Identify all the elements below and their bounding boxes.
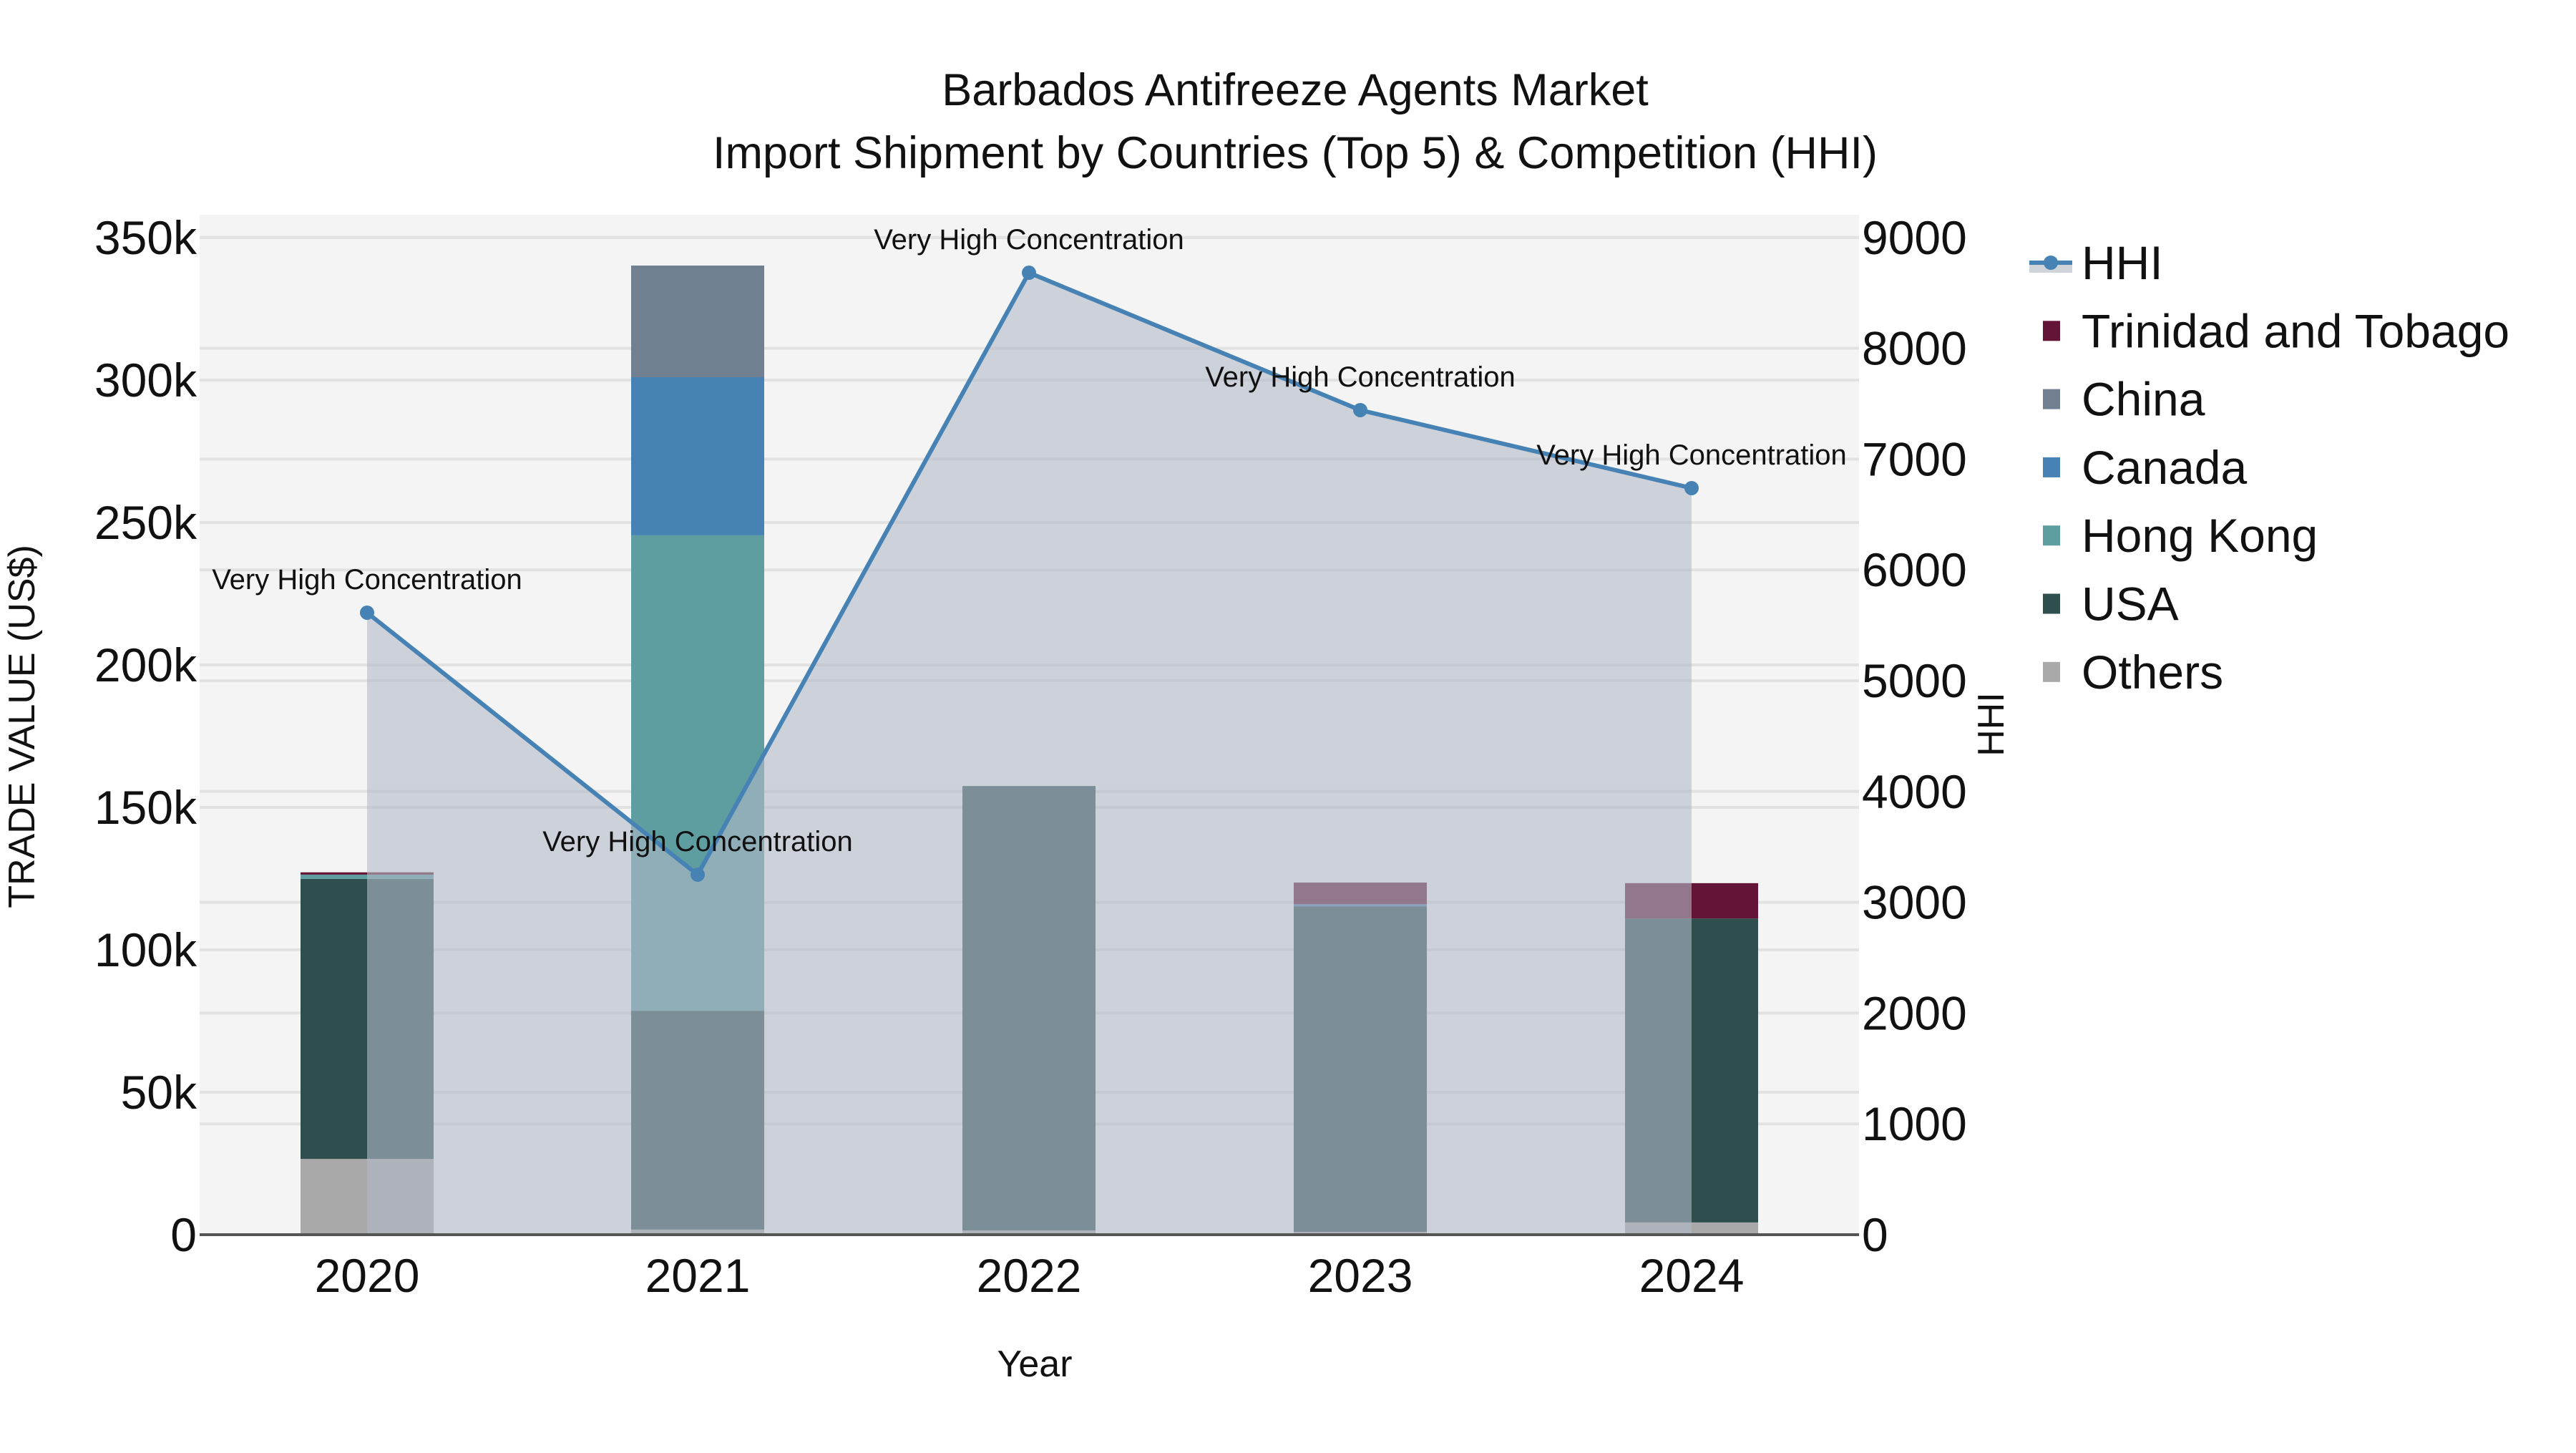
legend-swatch-icon <box>2043 525 2060 546</box>
legend-item-others[interactable]: Others <box>2043 646 2223 699</box>
hhi-annotation: Very High Concentration <box>874 224 1184 256</box>
y-right-tick: 8000 <box>1862 322 1967 375</box>
legend-label: Canada <box>2082 441 2247 494</box>
legend-marker-icon <box>2044 256 2058 270</box>
legend-swatch-icon <box>2043 661 2060 682</box>
hhi-area <box>367 273 1692 1235</box>
legend-label: HHI <box>2082 236 2163 289</box>
legend-label: Trinidad and Tobago <box>2082 304 2509 357</box>
y-right-tick: 3000 <box>1862 876 1967 929</box>
y-left-tick: 0 <box>170 1208 197 1261</box>
legend-label: Others <box>2082 646 2223 699</box>
hhi-fill-area <box>367 273 1692 1235</box>
legend: HHI Trinidad and Tobago China Canada Hong Ko… <box>2029 236 2509 699</box>
hhi-annotation: Very High Concentration <box>542 826 853 857</box>
legend-label: Hong Kong <box>2082 509 2318 562</box>
y-left-tick-labels: 0 50k 100k 150k 200k 250k 300k 350k <box>94 211 197 1261</box>
y-right-tick: 2000 <box>1862 986 1967 1039</box>
x-tick: 2020 <box>315 1249 420 1302</box>
chart-title: Barbados Antifreeze Agents Market <box>942 65 1649 115</box>
y-left-tick: 250k <box>94 496 197 549</box>
chart-subtitle: Import Shipment by Countries (Top 5) & C… <box>713 128 1878 178</box>
y-left-tick: 200k <box>94 638 197 691</box>
hhi-annotation: Very High Concentration <box>1205 361 1516 393</box>
bar-segment-china[interactable] <box>631 266 764 378</box>
legend-swatch-icon <box>2043 593 2060 614</box>
legend-swatch-icon <box>2043 321 2060 341</box>
y-right-tick: 6000 <box>1862 543 1967 596</box>
y-left-tick: 50k <box>121 1066 197 1119</box>
y-right-tick: 9000 <box>1862 211 1967 264</box>
hhi-point[interactable] <box>1353 402 1367 417</box>
legend-label: USA <box>2082 578 2179 631</box>
legend-swatch-icon <box>2043 389 2060 409</box>
hhi-point[interactable] <box>360 605 374 620</box>
y-right-tick: 7000 <box>1862 432 1967 485</box>
x-axis-title: Year <box>997 1343 1072 1385</box>
legend-item-hong-kong[interactable]: Hong Kong <box>2043 509 2318 562</box>
legend-item-canada[interactable]: Canada <box>2043 441 2247 494</box>
x-tick: 2021 <box>645 1249 751 1302</box>
hhi-annotation: Very High Concentration <box>212 564 522 596</box>
hhi-line <box>360 266 1699 883</box>
y-right-tick-labels: 0 1000 2000 3000 4000 5000 6000 7000 8000 9000 <box>1862 211 1967 1261</box>
legend-item-usa[interactable]: USA <box>2043 578 2179 631</box>
x-tick: 2022 <box>977 1249 1082 1302</box>
y-right-tick: 1000 <box>1862 1097 1967 1150</box>
x-tick-labels: 2020 2021 2022 2023 2024 <box>315 1249 1745 1302</box>
bar-segment-canada[interactable] <box>631 377 764 535</box>
y-left-tick: 100k <box>94 923 197 976</box>
y-right-tick: 4000 <box>1862 765 1967 818</box>
legend-swatch-icon <box>2043 457 2060 477</box>
hhi-annotation: Very High Concentration <box>1536 439 1847 471</box>
y-right-tick: 5000 <box>1862 654 1967 707</box>
legend-item-china[interactable]: China <box>2043 373 2205 426</box>
hhi-annotations: Very High Concentration Very High Concent… <box>212 224 1847 857</box>
x-tick: 2024 <box>1639 1249 1745 1302</box>
y-left-tick: 150k <box>94 781 197 834</box>
hhi-point[interactable] <box>1684 480 1699 495</box>
legend-item-trinidad-and-tobago[interactable]: Trinidad and Tobago <box>2043 304 2509 357</box>
y-left-tick: 300k <box>94 354 197 407</box>
y-left-tick: 350k <box>94 211 197 264</box>
legend-item-hhi[interactable]: HHI <box>2029 236 2163 289</box>
x-tick: 2023 <box>1308 1249 1413 1302</box>
y-right-tick: 0 <box>1862 1208 1888 1261</box>
y-right-axis-title: HHI <box>1971 692 2012 757</box>
hhi-point[interactable] <box>691 868 705 883</box>
y-left-axis-title: TRADE VALUE (US$) <box>1 545 43 908</box>
legend-label: China <box>2082 373 2205 426</box>
hhi-point[interactable] <box>1022 266 1036 281</box>
